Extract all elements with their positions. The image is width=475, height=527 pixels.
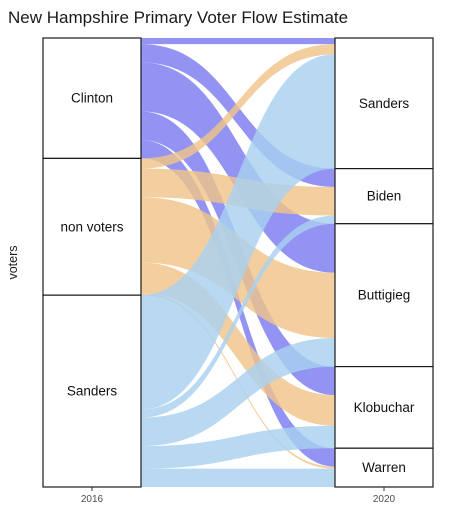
flow-clinton-to-sanders [141,38,335,45]
stratum-box-klobuchar [334,365,434,449]
stratum-box-clinton [42,37,142,160]
stratum-sanders: Sanders [42,294,142,488]
stratum-buttigieg: Buttigieg [334,223,434,368]
stratum-label-non-voters: non voters [60,219,123,234]
stratum-label-sanders: Sanders [359,96,410,111]
x-tick-label-2016: 2016 [81,494,104,505]
flow-clinton-to-buttigieg [141,62,335,273]
stratum-box-biden [334,168,434,225]
stratum-label-klobuchar: Klobuchar [354,400,415,415]
stratum-label-sanders: Sanders [67,384,118,399]
flow-non-voters-to-sanders [141,44,335,169]
x-tick-label-2020: 2020 [373,494,396,505]
stratum-label-clinton: Clinton [71,91,113,106]
flow-sanders-to-buttigieg [141,338,335,447]
stratum-non-voters: non voters [42,157,142,296]
stratum-klobuchar: Klobuchar [334,365,434,449]
y-axis-title: voters [6,245,20,279]
flow-clinton-to-warren [141,140,335,467]
stratum-box-sanders [42,294,142,488]
stratum-sanders: Sanders [334,37,434,170]
stratum-box-buttigieg [334,223,434,368]
flow-sanders-to-klobuchar [141,425,335,469]
stratum-label-biden: Biden [367,189,402,204]
flow-clinton-to-biden [141,44,335,187]
stratum-label-buttigieg: Buttigieg [358,288,411,303]
flow-sanders-to-warren [141,468,335,487]
stratum-box-non-voters [42,157,142,296]
stratum-box-warren [334,447,434,488]
flow-sanders-to-sanders [141,54,335,410]
flow-ribbons [141,38,335,487]
stratum-label-warren: Warren [362,460,406,475]
stratum-box-sanders [334,37,434,170]
stratum-warren: Warren [334,447,434,488]
chart-title: New Hampshire Primary Voter Flow Estimat… [8,8,349,27]
flow-sanders-to-biden [141,215,335,418]
stratum-clinton: Clinton [42,37,142,160]
stratum-biden: Biden [334,168,434,225]
